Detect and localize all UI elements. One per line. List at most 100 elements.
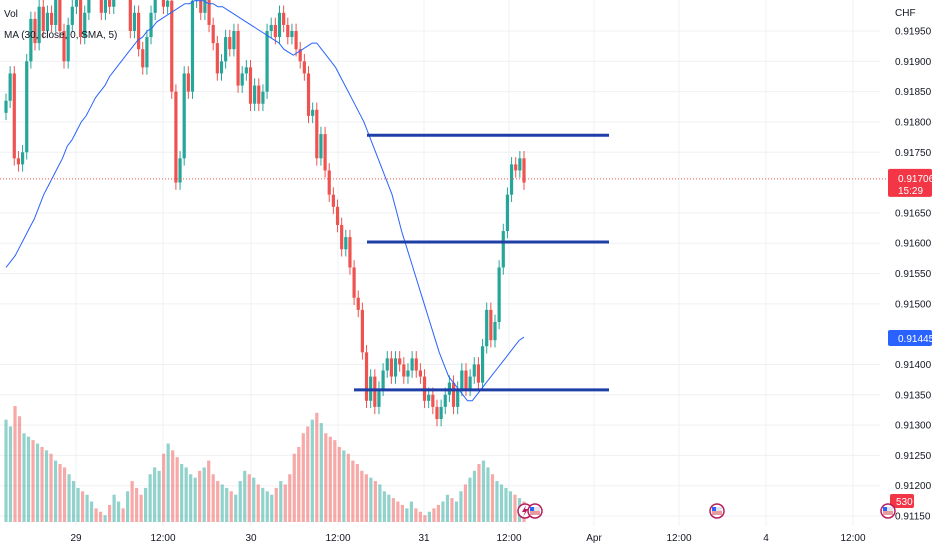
volume-bar <box>98 511 103 522</box>
y-tick-label: 0.91400 <box>895 360 932 371</box>
volume-bar <box>292 453 296 522</box>
volume-bar <box>288 474 292 522</box>
volume-bar <box>26 436 31 522</box>
volume-bar <box>238 481 242 522</box>
candle-body <box>282 12 286 25</box>
volume-bar <box>144 487 148 522</box>
event-icons[interactable] <box>517 503 896 519</box>
us-flag-event-icon[interactable] <box>527 503 543 519</box>
candle-body <box>74 0 79 7</box>
y-tick-label: 0.91900 <box>895 57 932 68</box>
candle-body <box>435 406 439 419</box>
us-flag-event-icon[interactable] <box>880 503 896 519</box>
candle-body <box>381 370 385 389</box>
ma-legend[interactable]: MA (30, close, 0, SMA, 5) <box>4 30 118 41</box>
volume-bar <box>418 511 422 522</box>
us-flag-event-icon[interactable] <box>709 503 725 519</box>
candle-body <box>340 225 344 250</box>
ma-value-badge: 0.91445 <box>888 330 932 346</box>
candle-body <box>306 73 311 116</box>
candle-body <box>190 0 195 92</box>
volume-bar <box>139 494 143 522</box>
volume-bar <box>274 487 278 522</box>
candle-body <box>410 358 414 371</box>
candle-body <box>402 364 406 377</box>
candle-body <box>182 73 186 159</box>
candle-body <box>232 31 236 50</box>
candle-body <box>323 134 327 171</box>
candle-body <box>161 0 166 7</box>
candle-body <box>360 309 364 353</box>
candle-body <box>49 12 54 25</box>
candle-body <box>211 24 215 44</box>
volume-bar <box>229 491 233 522</box>
volume-bar <box>35 443 40 522</box>
y-tick-label: 0.91550 <box>895 269 932 280</box>
volume-bar <box>252 477 256 522</box>
candle-body <box>265 31 269 92</box>
volume-bar <box>364 474 368 522</box>
candle-body <box>58 0 62 31</box>
volume-value-badge: 530 <box>890 494 914 508</box>
candle-body <box>286 24 290 38</box>
volume-bar <box>468 477 472 522</box>
volume-bar <box>472 470 477 522</box>
candle-body <box>257 85 261 104</box>
candle-body <box>8 73 12 101</box>
candle-body <box>518 158 522 171</box>
ma-line <box>5 0 525 402</box>
volume-bar <box>13 406 17 522</box>
volume-bar <box>40 446 44 522</box>
volume-bar <box>148 474 152 522</box>
volume-bar <box>351 460 355 522</box>
candle-body <box>505 194 510 232</box>
volume-bar <box>400 504 404 522</box>
volume-bar <box>180 464 184 522</box>
volume-bar <box>62 467 67 522</box>
y-tick-label: 0.91500 <box>895 299 932 310</box>
volume-bar <box>193 477 197 522</box>
candle-body <box>25 61 29 153</box>
volume-bar <box>157 470 161 522</box>
volume-bar <box>508 491 513 522</box>
volume-bar <box>265 491 269 522</box>
volume-bar <box>126 491 130 522</box>
volume-bar <box>256 484 260 522</box>
volume-bar <box>4 419 8 522</box>
volume-bar <box>337 446 341 522</box>
y-tick-label: 0.91950 <box>895 27 932 38</box>
y-tick-label: 0.91750 <box>895 148 932 159</box>
candle-body <box>132 12 137 31</box>
candle-body <box>451 382 456 407</box>
volume-bar <box>459 491 463 522</box>
volume-bar <box>342 450 346 522</box>
price-axis[interactable]: CHF 0.91150 0.91200 0.91250 0.91300 0.91350 0… <box>895 8 932 523</box>
x-tick-label: 12:00 <box>150 533 175 544</box>
candle-body <box>41 6 45 31</box>
candle-body <box>294 31 298 50</box>
volume-bar <box>310 419 314 522</box>
candle-body <box>493 322 497 341</box>
volume-legend[interactable]: Vol <box>4 9 18 20</box>
candle-body <box>352 267 356 298</box>
candle-body <box>261 91 265 104</box>
candle-body <box>99 0 103 13</box>
time-axis[interactable]: 29 12:00 30 12:00 31 12:00 Apr 12:00 4 12:00 <box>70 533 866 544</box>
volume-bar <box>369 477 373 522</box>
horizontal-levels[interactable] <box>354 133 609 392</box>
volume-bar <box>319 423 323 522</box>
candle-body <box>460 370 464 389</box>
volume-bar <box>22 433 26 522</box>
chart-grid <box>0 0 880 526</box>
volume-bar <box>414 508 418 522</box>
volume-bar <box>373 481 377 522</box>
candle-body <box>439 406 443 419</box>
y-tick-label: 0.91850 <box>895 87 932 98</box>
volume-bar <box>324 433 328 522</box>
candle-body <box>522 158 526 183</box>
candle-body <box>489 309 493 341</box>
volume-bar <box>130 481 134 522</box>
candle-body <box>78 0 83 38</box>
candle-body <box>373 376 377 407</box>
